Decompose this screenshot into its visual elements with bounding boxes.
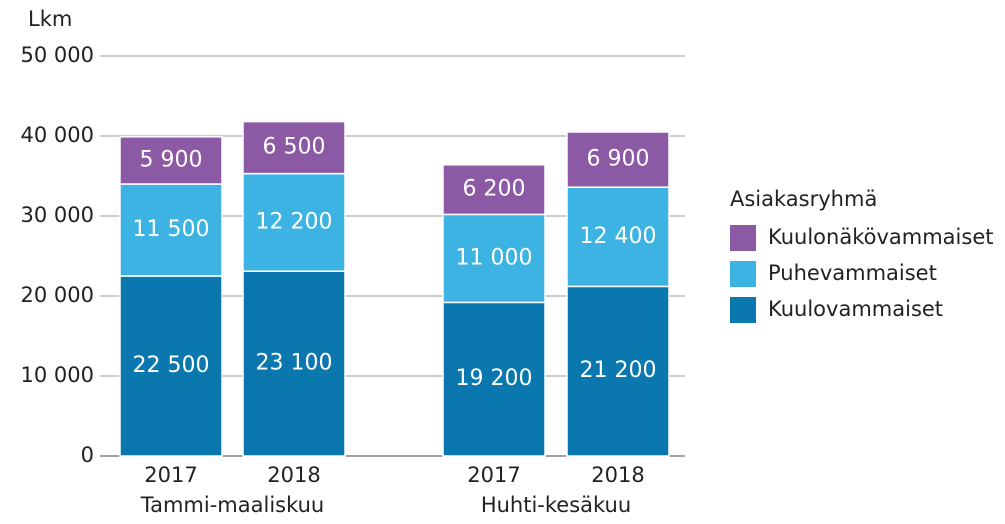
bar-segment — [119, 183, 223, 277]
legend-swatch — [730, 261, 756, 287]
bar-segment — [566, 285, 670, 457]
legend-swatch — [730, 225, 756, 251]
y-tick-label: 50 000 — [21, 43, 94, 67]
y-tick-label: 10 000 — [21, 363, 94, 387]
y-axis-label: Lkm — [28, 7, 72, 31]
bar-segment — [442, 301, 546, 457]
value-label: 22 500 — [133, 353, 210, 378]
value-label: 6 200 — [463, 177, 526, 202]
legend-label: Kuulonäkövammaiset — [768, 225, 993, 249]
x-tick-label: 2017 — [144, 463, 197, 487]
value-label: 19 200 — [456, 366, 533, 391]
legend-label: Kuulovammaiset — [768, 297, 943, 321]
group-label: Huhti-kesäkuu — [481, 493, 631, 517]
y-tick-label: 30 000 — [21, 203, 94, 227]
x-tick-label: 2018 — [591, 463, 644, 487]
bar-segment — [242, 172, 346, 272]
bar-segment — [566, 131, 670, 188]
bar-segment — [442, 164, 546, 216]
bar-segment — [442, 213, 546, 304]
value-label: 21 200 — [580, 358, 657, 383]
value-label: 23 100 — [256, 351, 333, 376]
value-label: 6 500 — [263, 135, 326, 160]
value-label: 6 900 — [587, 147, 650, 172]
y-tick-label: 20 000 — [21, 283, 94, 307]
x-tick-label: 2018 — [267, 463, 320, 487]
legend-title: Asiakasryhmä — [730, 187, 877, 211]
legend-swatch — [730, 297, 756, 323]
value-label: 5 900 — [140, 147, 203, 172]
legend-label: Puhevammaiset — [768, 261, 937, 285]
bar-segment — [119, 136, 223, 185]
value-label: 12 400 — [580, 224, 657, 249]
y-tick-label: 0 — [81, 443, 94, 467]
bar-segment — [242, 120, 346, 175]
x-tick-label: 2017 — [467, 463, 520, 487]
value-label: 12 200 — [256, 209, 333, 234]
group-label: Tammi-maaliskuu — [140, 493, 324, 517]
y-tick-label: 40 000 — [21, 123, 94, 147]
bar-segment — [566, 186, 670, 288]
bar-segment — [119, 275, 223, 457]
value-label: 11 000 — [456, 245, 533, 270]
value-label: 11 500 — [133, 217, 210, 242]
